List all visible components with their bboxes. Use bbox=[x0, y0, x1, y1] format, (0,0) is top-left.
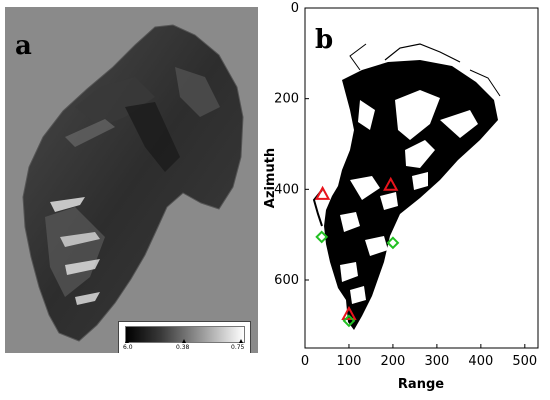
panel-label-b: b bbox=[315, 25, 333, 55]
y-tick-label: 600 bbox=[274, 273, 299, 288]
diamond-marker bbox=[386, 236, 400, 250]
x-tick-label: 300 bbox=[424, 354, 449, 369]
colorbar-tick-label: 0.38 bbox=[176, 344, 190, 351]
panel-label-a: a bbox=[15, 31, 32, 61]
colorbar: 6.0 0.38 0.75 bbox=[118, 321, 251, 353]
diamond-marker bbox=[315, 230, 329, 244]
x-tick-label: 500 bbox=[512, 354, 537, 369]
colorbar-tick-label: 6.0 bbox=[123, 344, 133, 351]
x-tick-label: 400 bbox=[468, 354, 493, 369]
network-image bbox=[312, 43, 501, 330]
triangle-marker bbox=[314, 185, 331, 200]
x-axis-title: Range bbox=[398, 377, 444, 392]
triangle-marker bbox=[383, 176, 399, 191]
plot-frame bbox=[304, 7, 539, 349]
diamond-marker bbox=[342, 314, 356, 328]
y-tick-label: 200 bbox=[274, 92, 299, 107]
y-axis-title: Azimuth bbox=[263, 148, 278, 208]
x-tick-label: 200 bbox=[381, 354, 406, 369]
satellite-image-panel: a 6.0 0.38 0.75 bbox=[5, 7, 258, 353]
x-tick-label: 100 bbox=[337, 354, 362, 369]
island-image bbox=[22, 24, 244, 342]
triangle-marker bbox=[341, 305, 357, 320]
y-tick-label: 400 bbox=[274, 182, 299, 197]
x-tick-label: 0 bbox=[301, 354, 309, 369]
y-tick-label: 0 bbox=[291, 1, 299, 16]
colorbar-tick-label: 0.75 bbox=[231, 344, 245, 351]
